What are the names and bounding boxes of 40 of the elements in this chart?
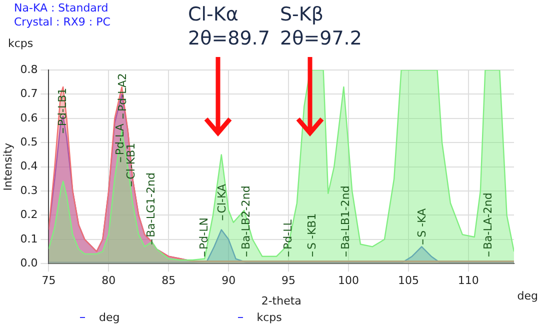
annotation: S -KA xyxy=(416,208,429,238)
annotation: Ba-LA-2nd xyxy=(482,192,495,250)
text: kcps xyxy=(8,36,34,50)
annotation: Pd-LL xyxy=(281,218,294,250)
x-tick-label: 75 xyxy=(42,274,56,288)
annotation: Pd-LA2 xyxy=(116,73,129,112)
y-tick-label: 0.6 xyxy=(20,111,38,124)
text: S-Kβ 2θ=97.2 xyxy=(280,3,362,50)
x-tick-label: 95 xyxy=(282,274,296,288)
text: Cl-Kα 2θ=89.7 xyxy=(188,3,270,50)
y-tick-label: 0.8 xyxy=(20,62,38,76)
x-axis-title: 2-theta xyxy=(261,294,302,308)
x-tick-label: 100 xyxy=(338,274,360,288)
annotation: Pd-LB1 xyxy=(56,88,69,126)
y-tick-label: 0.5 xyxy=(20,135,38,148)
annotation: Pd-LA xyxy=(114,123,127,156)
y-tick-label: 0.1 xyxy=(20,232,38,246)
text: Crystal : RX9 : PC xyxy=(14,15,111,28)
text: kcps xyxy=(256,311,282,324)
y-tick-label: 0.4 xyxy=(20,160,38,173)
x-tick-label: 80 xyxy=(102,274,116,288)
annotation: Cl-KB1 xyxy=(124,142,138,180)
y-tick-label: 0.3 xyxy=(20,184,38,197)
annotation: Ba-LG1-2nd xyxy=(144,172,158,238)
annotation: Pd-LN xyxy=(197,218,210,250)
y-tick-label: 0.7 xyxy=(20,87,38,100)
annotation: S -KB1 xyxy=(305,213,318,250)
x-tick-label: 105 xyxy=(398,274,419,288)
x-tick-label: 110 xyxy=(458,274,479,288)
annotation: Cl-KA xyxy=(215,183,228,214)
text: deg xyxy=(99,311,120,324)
text: Na-KA : Standard xyxy=(14,1,108,14)
x-tick-label: 90 xyxy=(222,274,236,288)
y-tick-label: 0.0 xyxy=(20,256,38,270)
y-axis-title: Intensity xyxy=(1,142,14,191)
annotation: Ba-LB1-2nd xyxy=(338,186,352,250)
text: deg xyxy=(517,289,538,302)
x-tick-label: 85 xyxy=(162,274,176,288)
y-tick-label: 0.2 xyxy=(20,208,38,222)
annotation: Ba-LB2-2nd xyxy=(239,186,252,250)
